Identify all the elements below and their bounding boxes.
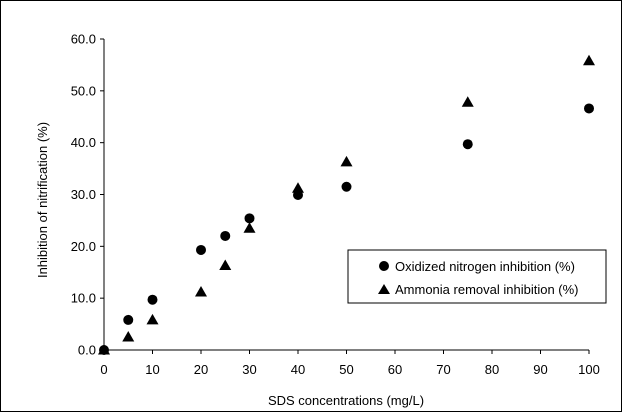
x-tick-label: 80: [485, 362, 499, 377]
legend-circle-marker: [379, 261, 389, 271]
x-tick-label: 70: [436, 362, 450, 377]
point-ammonia-removal: [219, 259, 232, 271]
y-tick-label: 50.0: [71, 83, 96, 98]
point-oxidized-nitrogen: [196, 244, 206, 255]
x-tick-label: 40: [291, 362, 305, 377]
legend: Oxidized nitrogen inhibition (%) Ammonia…: [347, 249, 607, 304]
legend-triangle-marker: [378, 284, 390, 294]
x-tick-label: 30: [242, 362, 256, 377]
point-oxidized-nitrogen: [462, 139, 473, 150]
x-tick-label: 0: [100, 362, 107, 377]
point-ammonia-removal: [243, 222, 256, 233]
x-tick-label: 90: [533, 362, 547, 377]
y-axis-label: Inhibition of nitrification (%): [35, 122, 50, 278]
point-ammonia-removal: [340, 155, 353, 167]
y-tick-label: 30.0: [71, 187, 96, 202]
x-tick-label: 60: [388, 362, 402, 377]
legend-label-ammonia: Ammonia removal inhibition (%): [395, 282, 579, 297]
point-oxidized-nitrogen: [123, 314, 134, 325]
point-ammonia-removal: [461, 96, 474, 107]
point-ammonia-removal: [98, 344, 110, 355]
y-tick-label: 60.0: [71, 32, 96, 47]
point-ammonia-removal: [122, 331, 135, 342]
point-ammonia-removal: [583, 54, 595, 66]
point-oxidized-nitrogen: [244, 213, 255, 224]
y-tick-label: 0.0: [78, 343, 96, 358]
point-oxidized-nitrogen: [584, 103, 594, 114]
point-ammonia-removal: [146, 313, 159, 325]
point-ammonia-removal: [195, 285, 207, 297]
x-axis-label: SDS concentrations (mg/L): [268, 393, 424, 408]
legend-box: [347, 249, 607, 304]
x-tick-label: 10: [145, 362, 159, 377]
legend-label-oxidized: Oxidized nitrogen inhibition (%): [395, 259, 575, 274]
y-tick-label: 20.0: [71, 239, 96, 254]
x-tick-label: 50: [339, 362, 353, 377]
point-oxidized-nitrogen: [147, 294, 158, 305]
y-tick-label: 40.0: [71, 135, 96, 150]
point-oxidized-nitrogen: [220, 230, 231, 241]
point-oxidized-nitrogen: [341, 181, 352, 192]
y-tick-label: 10.0: [71, 291, 96, 306]
x-tick-label: 100: [578, 362, 600, 377]
point-ammonia-removal: [292, 182, 304, 193]
x-tick-label: 20: [194, 362, 208, 377]
